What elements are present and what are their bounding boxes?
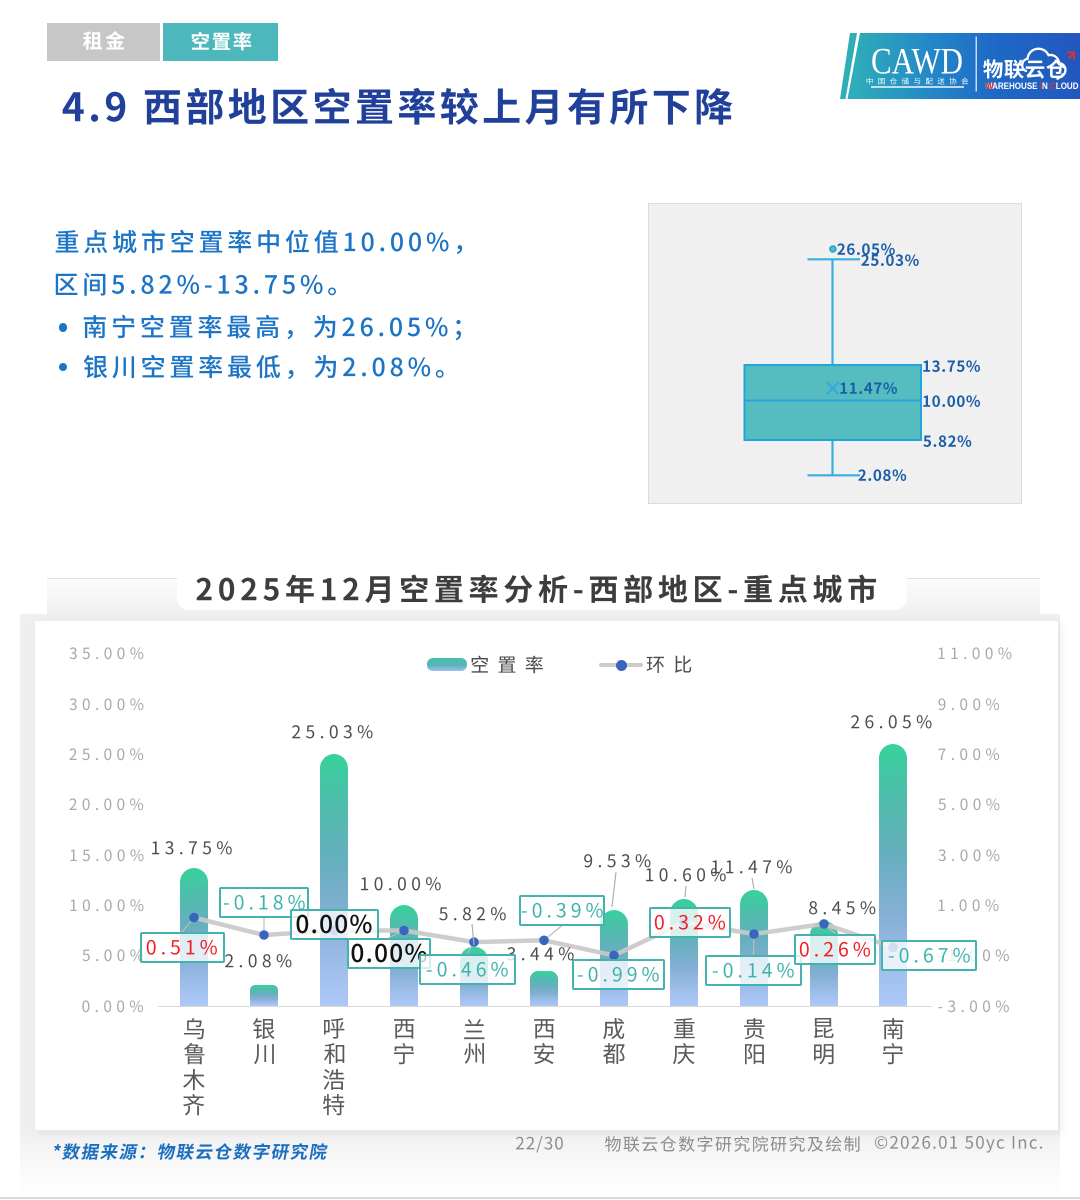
svg-text:WAREHOUSE IN CLOUD: WAREHOUSE IN CLOUD	[985, 81, 1079, 91]
svg-text:CAWD: CAWD	[871, 42, 963, 83]
svg-text:W: W	[985, 81, 994, 91]
